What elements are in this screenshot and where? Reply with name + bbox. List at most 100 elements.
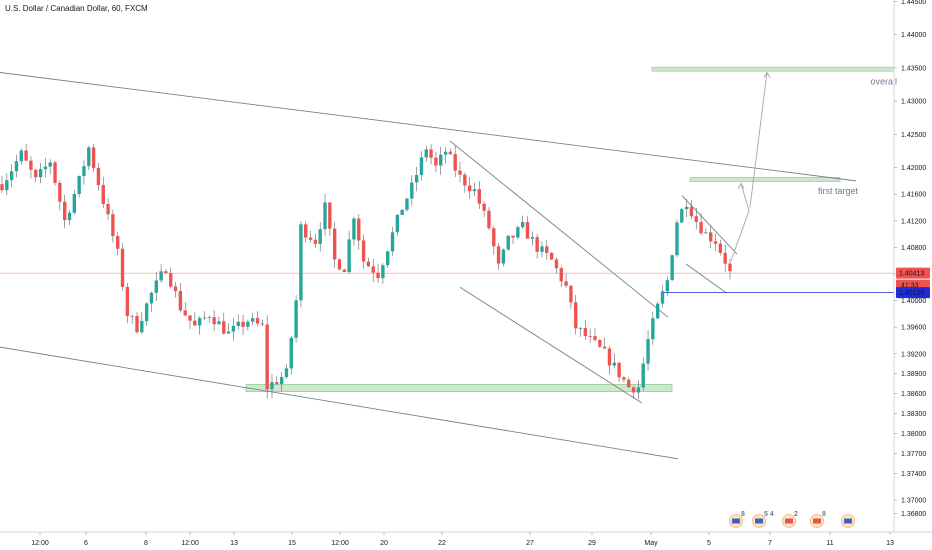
candle-body (251, 318, 255, 322)
candle-body (337, 259, 342, 270)
price-levels (0, 272, 894, 293)
candle-body (169, 273, 173, 287)
candle-body (453, 154, 457, 171)
candle-body (5, 180, 9, 191)
candle-body (265, 324, 269, 390)
candle-body (535, 236, 539, 252)
y-tick-label: 1.39600 (901, 325, 926, 332)
candle-body (414, 174, 419, 183)
y-tick-label: 1.44000 (901, 32, 926, 39)
candle-body (14, 161, 19, 172)
chart-title: U.S. Dollar / Canadian Dollar, 60, FXCM (5, 4, 148, 13)
candle-body (361, 240, 366, 262)
candle-body (241, 321, 245, 327)
annotation-label: first target (818, 186, 859, 196)
candle-body (699, 221, 703, 234)
y-tick-label: 1.39200 (901, 351, 926, 358)
candle-body (482, 203, 486, 211)
candle-body (82, 166, 86, 176)
candle-body (598, 340, 602, 347)
candle-body (472, 189, 477, 192)
candle-body (318, 229, 322, 244)
event-count: 8 (741, 511, 745, 518)
candle-body (135, 316, 139, 333)
candle-body (106, 204, 110, 215)
candle-body (390, 232, 395, 252)
candle-body (222, 321, 226, 334)
candle-body (704, 232, 708, 234)
x-tick-label: 12:00 (181, 540, 199, 547)
candle-body (67, 212, 72, 221)
candle-body (202, 317, 207, 319)
candle-body (516, 227, 520, 238)
candle-body (173, 286, 178, 292)
candle-body (193, 320, 197, 326)
candle-body (144, 303, 149, 322)
candle-body (111, 214, 115, 237)
candle-body (578, 327, 583, 329)
event-count: 2 (794, 511, 798, 518)
event-markers[interactable]: 8 5 4 2 8 (729, 511, 855, 528)
candle-body (24, 150, 28, 161)
candle-body (660, 291, 665, 304)
event-count: 8 (822, 511, 826, 518)
wedge-lower-line (459, 286, 643, 404)
y-tick-label: 1.38000 (901, 431, 926, 438)
candle-body (304, 224, 308, 238)
candle-body (255, 318, 260, 324)
candle-body (617, 362, 621, 378)
projection-path (749, 72, 768, 208)
candle-body (675, 222, 679, 256)
candle-body (492, 228, 496, 247)
candle-body (246, 321, 250, 327)
event-count: 5 4 (764, 511, 774, 518)
candle-body (164, 271, 168, 274)
countdown-label: 41:33 (901, 283, 919, 290)
candle-body (429, 149, 433, 158)
x-tick-label: 15 (288, 540, 296, 547)
candle-body (270, 382, 274, 390)
candle-body (458, 170, 462, 175)
candle-body (713, 241, 718, 244)
candle-body (487, 210, 491, 229)
candle-body (188, 315, 192, 321)
support-zone (245, 384, 673, 392)
candle-body (217, 321, 221, 325)
candle-body (357, 218, 361, 241)
candle-body (583, 327, 588, 337)
current-price-label: 1.40413 (899, 271, 924, 278)
candle-body (19, 150, 23, 162)
candle-body (496, 246, 501, 264)
candle-body (386, 251, 390, 266)
y-tick-label: 1.40800 (901, 245, 926, 252)
candle-body (43, 166, 48, 170)
channel-lower-line (0, 346, 679, 460)
candle-body (728, 263, 732, 272)
annotations: first target overall (818, 76, 897, 196)
candle-body (665, 280, 670, 292)
candle-body (154, 280, 158, 293)
candle-body (622, 377, 626, 380)
candle-body (284, 368, 289, 378)
candle-body (467, 185, 472, 192)
y-tick-label: 1.41600 (901, 192, 926, 199)
candle-body (347, 239, 351, 273)
candle-body (226, 331, 231, 334)
y-tick-label: 1.42000 (901, 165, 926, 172)
candle-body (448, 151, 453, 155)
candle-body (684, 206, 689, 210)
candle-body (554, 259, 559, 269)
projection-path (730, 183, 750, 261)
drawing-lines (0, 71, 857, 460)
y-tick-label: 1.43000 (901, 99, 926, 106)
candle-body (308, 237, 313, 240)
candle-body (34, 169, 38, 178)
candle-body (342, 269, 346, 273)
candle-body (29, 160, 33, 170)
channel-upper-line (0, 72, 857, 182)
candle-body (443, 151, 448, 155)
x-tick-label: 29 (588, 540, 596, 547)
candle-body (371, 266, 375, 273)
candle-body (53, 162, 57, 183)
